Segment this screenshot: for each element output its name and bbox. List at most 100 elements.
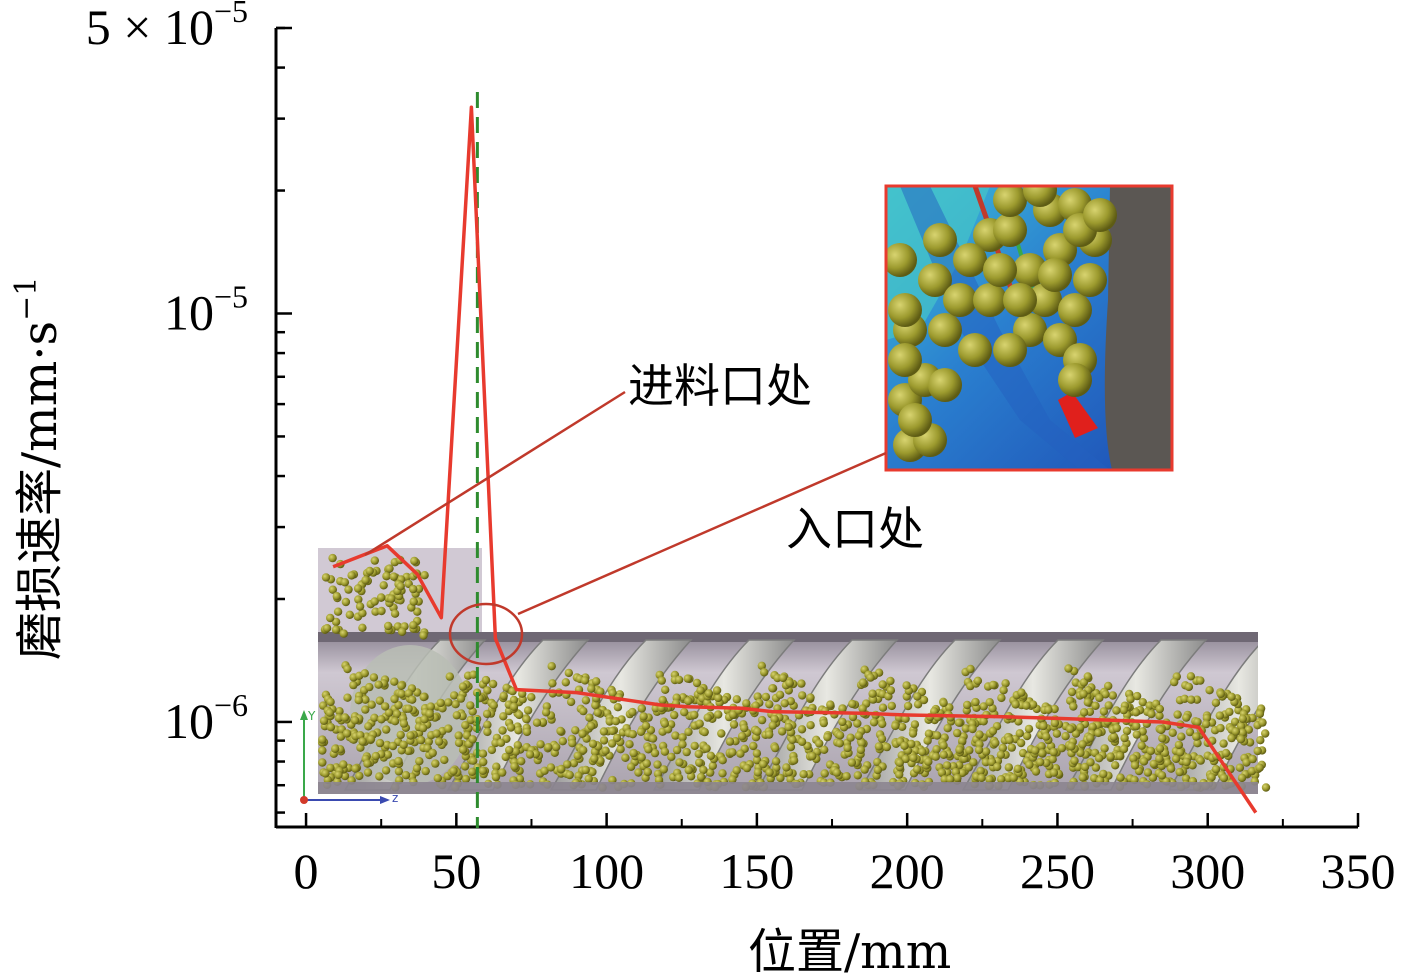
particle (425, 709, 434, 718)
particle (525, 750, 535, 759)
particle (961, 724, 971, 733)
particle (409, 584, 418, 594)
particle (931, 752, 940, 761)
particle (973, 676, 983, 685)
particle (771, 743, 780, 753)
particle (909, 753, 918, 763)
particle (607, 739, 617, 748)
particle (616, 745, 625, 754)
particle (969, 758, 978, 767)
particle (765, 730, 774, 739)
particle (1108, 691, 1118, 700)
particle (1155, 744, 1165, 753)
particle (953, 243, 987, 277)
particle (444, 698, 453, 707)
particle (334, 713, 343, 723)
particle (454, 738, 464, 747)
particle (1094, 728, 1103, 738)
particle (388, 741, 398, 751)
particle (613, 703, 623, 712)
particle (658, 695, 667, 705)
particle (1148, 773, 1158, 782)
particle (339, 629, 348, 638)
particle (578, 729, 587, 738)
particle (928, 313, 962, 347)
particle (854, 731, 863, 740)
particle (675, 758, 684, 767)
particle (625, 740, 634, 749)
particle (326, 763, 335, 773)
particle (369, 673, 379, 682)
particle (319, 716, 329, 725)
particle (1100, 744, 1109, 753)
particle (932, 745, 941, 754)
particle (765, 700, 774, 709)
particle (975, 730, 984, 739)
particle (1192, 695, 1202, 704)
particle (588, 767, 597, 777)
particle (737, 732, 747, 741)
particle (345, 610, 354, 619)
particle (608, 726, 617, 736)
particle (513, 741, 522, 750)
particle (1256, 736, 1265, 745)
particle (379, 581, 388, 590)
particle (942, 761, 952, 770)
x-axis-title: 位置/mm (748, 924, 951, 976)
particle (706, 751, 716, 760)
particle (759, 759, 768, 769)
x-tick-label: 300 (1170, 843, 1245, 899)
particle (1119, 705, 1128, 715)
particle (466, 701, 475, 710)
particle (714, 693, 723, 703)
particle (853, 719, 862, 728)
particle (1078, 740, 1087, 749)
particle (696, 772, 706, 782)
particle (522, 715, 531, 724)
particle (340, 578, 350, 587)
particle (1215, 711, 1225, 720)
particle (541, 708, 551, 717)
particle (1064, 664, 1073, 673)
particle (785, 678, 794, 688)
particle (953, 773, 962, 783)
particle (1058, 293, 1092, 327)
particle (1227, 692, 1236, 701)
particle (371, 751, 380, 761)
particle (882, 742, 892, 752)
particle (943, 724, 952, 733)
particle (780, 699, 789, 708)
particle (418, 723, 428, 733)
particle (699, 765, 708, 775)
particle (629, 748, 638, 758)
particle (1058, 363, 1092, 397)
particle (907, 739, 916, 749)
particle (753, 768, 763, 777)
particle (1139, 757, 1149, 766)
particle (888, 293, 922, 327)
particle (344, 585, 353, 594)
particle (1131, 708, 1141, 717)
particle (1129, 754, 1138, 763)
particle (468, 735, 477, 744)
particle (580, 676, 590, 685)
particle (1180, 694, 1189, 703)
particle (599, 736, 609, 745)
particle (1211, 765, 1221, 774)
particle (365, 682, 374, 692)
particle (354, 696, 363, 705)
particle (588, 739, 598, 748)
particle (770, 714, 779, 724)
particle (694, 749, 703, 759)
particle (954, 718, 964, 727)
particle (702, 744, 711, 753)
particle (838, 717, 847, 727)
particle (478, 749, 488, 758)
particle (571, 726, 580, 735)
annotation-inlet-label: 入口处 (786, 502, 924, 556)
particle (404, 689, 413, 698)
particle (420, 715, 429, 724)
particle (848, 699, 857, 709)
particle (659, 765, 668, 774)
particle (356, 731, 365, 740)
